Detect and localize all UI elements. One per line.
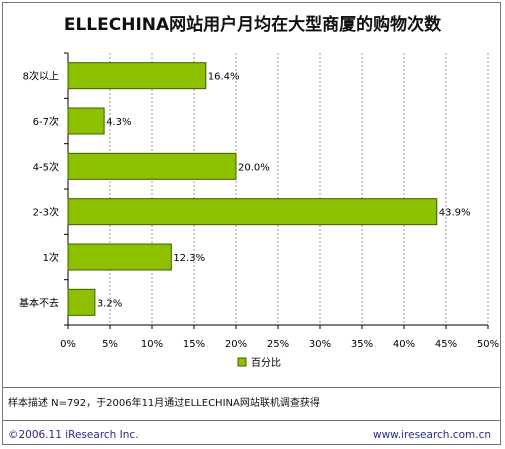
chart-title: ELLECHINA网站用户月均在大型商厦的购物次数 — [63, 15, 442, 35]
value-label: 4.3% — [106, 117, 131, 128]
website-link[interactable]: www.iresearch.com.cn — [372, 429, 491, 441]
bar — [67, 198, 438, 226]
value-label: 20.0% — [238, 162, 270, 173]
x-tick-label: 20% — [225, 339, 247, 350]
legend-swatch — [237, 357, 247, 367]
sample-note: 样本描述 N=792，于2006年11月通过ELLECHINA网站联机调查获得 — [8, 398, 320, 409]
bar — [67, 288, 96, 316]
value-label: 12.3% — [173, 253, 205, 264]
legend: 百分比 — [237, 357, 281, 369]
category-label: 2-3次 — [33, 206, 59, 219]
value-label: 16.4% — [208, 72, 240, 83]
category-label: 6-7次 — [33, 115, 59, 128]
x-tick-label: 15% — [183, 339, 205, 350]
x-tick-label: 30% — [309, 339, 331, 350]
x-tick-label: 10% — [141, 339, 163, 350]
copyright-text: ©2006.11 iResearch Inc. — [8, 429, 139, 441]
value-label: 3.2% — [97, 298, 122, 309]
value-label: 43.9% — [439, 208, 471, 219]
x-tick-label: 45% — [435, 339, 457, 350]
gridlines — [109, 53, 489, 325]
x-tick-label: 35% — [351, 339, 373, 350]
x-tick-label: 25% — [267, 339, 289, 350]
x-tick-label: 50% — [477, 339, 499, 350]
bar — [67, 152, 237, 180]
legend-label: 百分比 — [251, 357, 281, 369]
labels: 0% 5% 10% 15% 20% 25% 30% 35% 40% 45% 50% 8次以上 16.4%… — [19, 70, 499, 350]
divider-bottom — [2, 420, 501, 421]
bar — [67, 107, 105, 135]
x-tick-label: 0% — [60, 339, 76, 350]
bars — [67, 62, 438, 316]
category-label: 基本不去 — [19, 296, 59, 309]
x-tick-label: 40% — [393, 339, 415, 350]
category-label: 4-5次 — [33, 160, 59, 173]
category-label: 1次 — [43, 251, 59, 264]
bar — [67, 62, 207, 90]
x-tick-label: 5% — [102, 339, 118, 350]
bar — [67, 243, 172, 271]
divider-top — [2, 387, 501, 388]
category-label: 8次以上 — [23, 70, 59, 83]
axes — [64, 52, 489, 329]
